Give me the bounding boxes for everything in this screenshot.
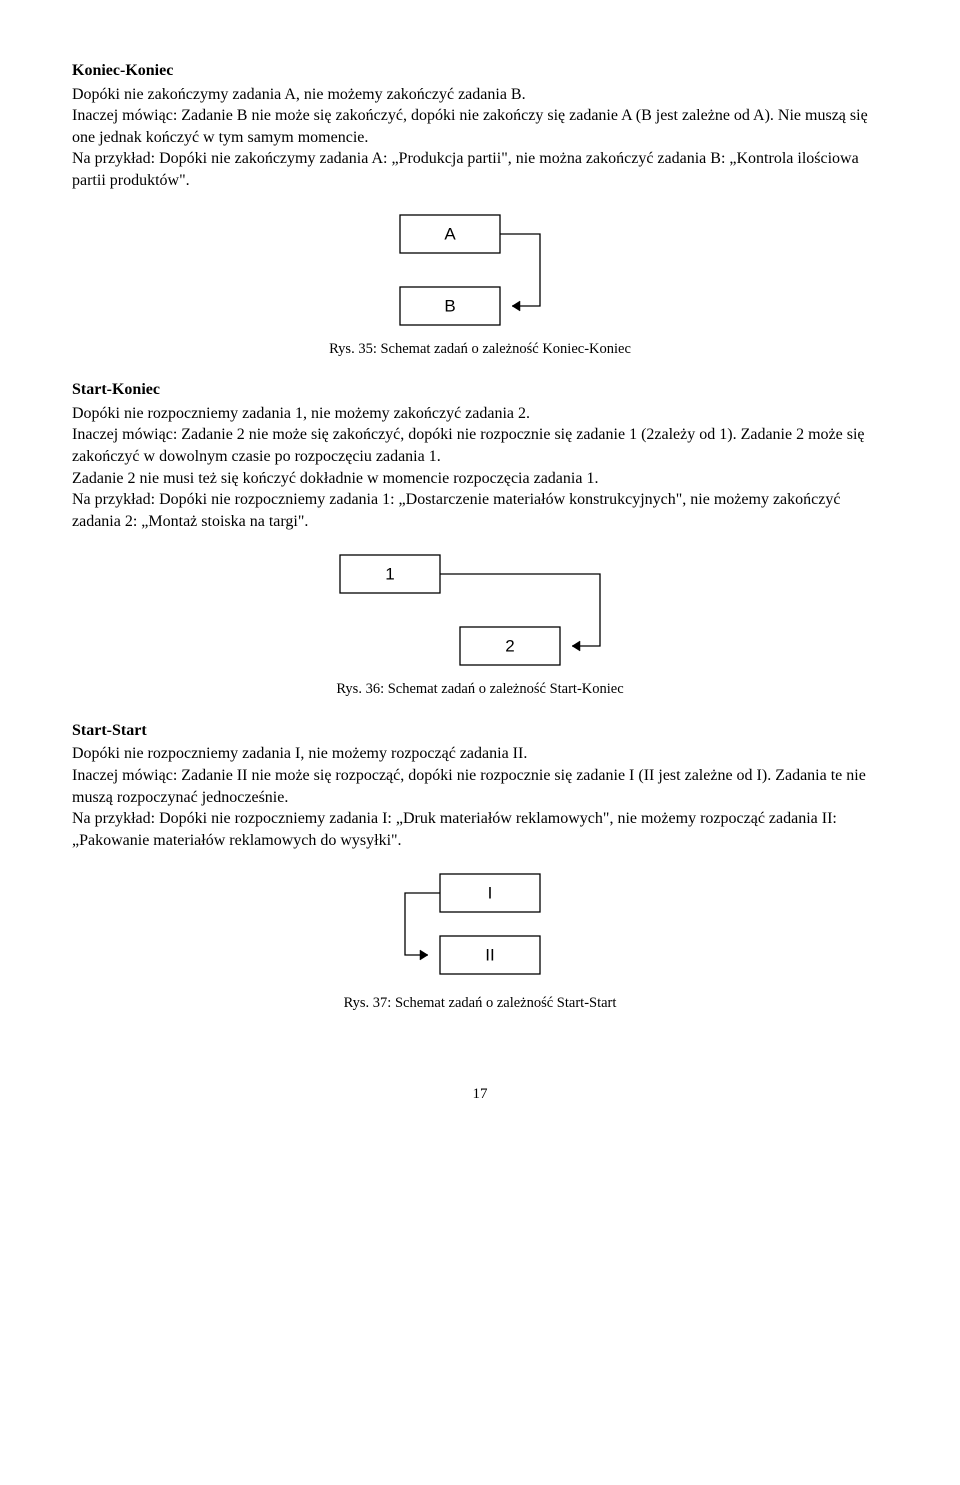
text-line: Inaczej mówiąc: Zadanie II nie może się … [72,765,888,808]
heading-koniec-koniec: Koniec-Koniec [72,60,888,82]
text-line: Zadanie 2 nie musi też się kończyć dokła… [72,468,888,490]
diagram-start-koniec: 1 2 [72,550,888,670]
node-label: 2 [505,637,514,656]
section-start-start: Start-Start Dopóki nie rozpoczniemy zada… [72,720,888,852]
node-label: I [488,884,493,903]
text-line: Inaczej mówiąc: Zadanie 2 nie może się z… [72,424,888,467]
heading-start-start: Start-Start [72,720,888,742]
caption-fig-36: Rys. 36: Schemat zadań o zależność Start… [72,680,888,700]
node-label: 1 [385,565,394,584]
text-line: Na przykład: Dopóki nie rozpoczniemy zad… [72,489,888,532]
node-label: II [485,946,494,965]
caption-fig-37: Rys. 37: Schemat zadań o zależność Start… [72,994,888,1014]
text-line: Inaczej mówiąc: Zadanie B nie może się z… [72,105,888,148]
section-koniec-koniec: Koniec-Koniec Dopóki nie zakończymy zada… [72,60,888,192]
node-label: A [444,224,456,243]
heading-start-koniec: Start-Koniec [72,379,888,401]
page-number: 17 [72,1084,888,1104]
diagram-start-start: I II [72,869,888,984]
text-line: Na przykład: Dopóki nie zakończymy zadan… [72,148,888,191]
text-line: Dopóki nie rozpoczniemy zadania 1, nie m… [72,403,888,425]
text-line: Na przykład: Dopóki nie rozpoczniemy zad… [72,808,888,851]
text-line: Dopóki nie zakończymy zadania A, nie moż… [72,84,888,106]
section-start-koniec: Start-Koniec Dopóki nie rozpoczniemy zad… [72,379,888,532]
text-line: Dopóki nie rozpoczniemy zadania I, nie m… [72,743,888,765]
node-label: B [444,296,455,315]
diagram-koniec-koniec: A B [72,210,888,330]
caption-fig-35: Rys. 35: Schemat zadań o zależność Konie… [72,340,888,360]
